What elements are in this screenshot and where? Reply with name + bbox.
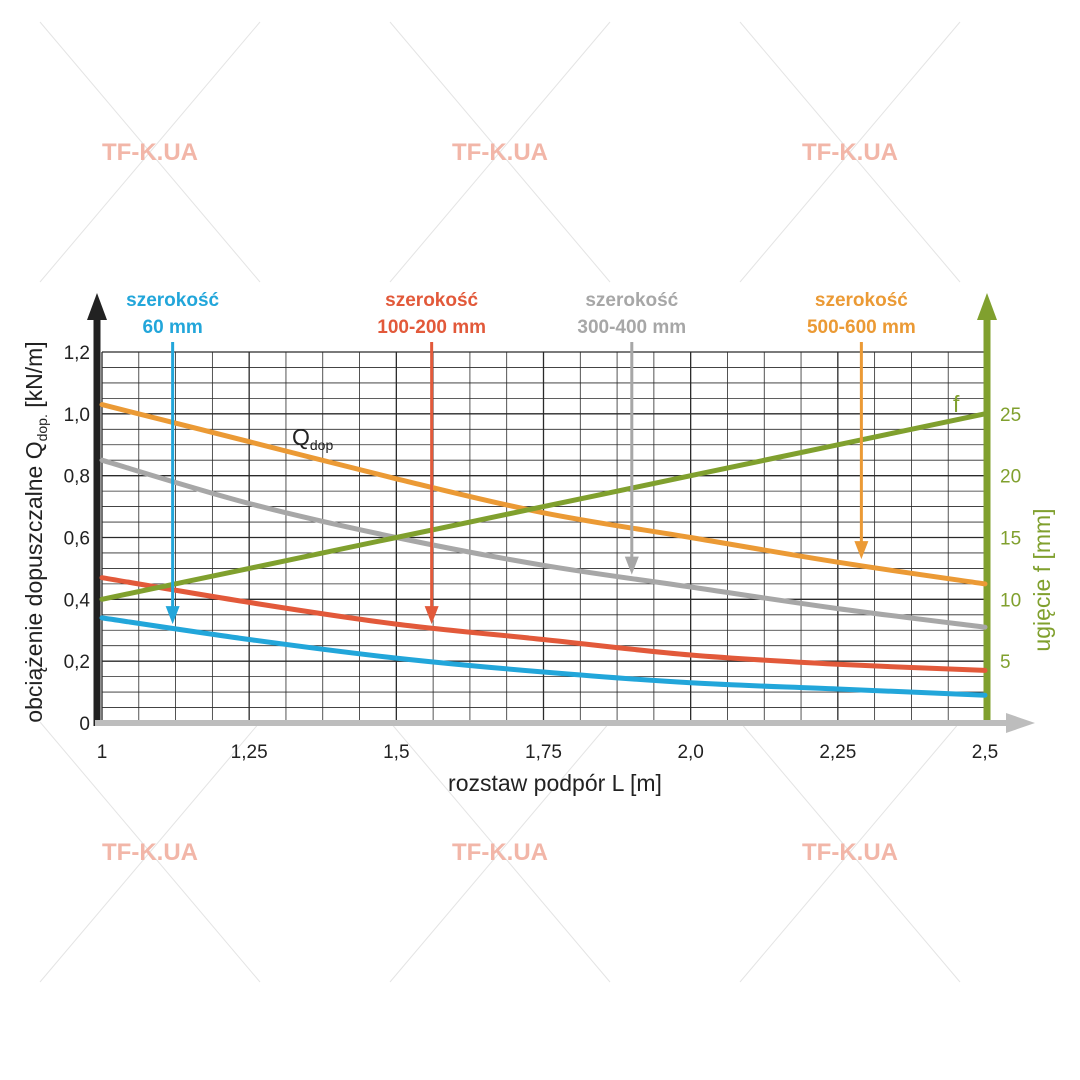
right-axis-arrow (977, 293, 997, 320)
watermark-text: TF-K.UA (802, 839, 898, 866)
x-tick-label: 1,5 (383, 742, 409, 763)
watermark-diagonal (39, 21, 261, 283)
watermark-diagonal (39, 721, 261, 983)
watermark-diagonal (739, 721, 961, 983)
watermark-text: TF-K.UA (452, 839, 548, 866)
y2-tick-label: 5 (1000, 652, 1011, 673)
y-tick-label: 1,2 (64, 343, 90, 364)
y2-tick-label: 10 (1000, 590, 1021, 611)
annotation-title-2: szerokość (585, 290, 678, 311)
series-layer (99, 402, 988, 698)
y2-axis-title: ugięcie f [mm] (1029, 508, 1055, 651)
x-tick-label: 2,5 (972, 742, 998, 763)
annotation-width-2: 300-400 mm (577, 317, 686, 338)
y2-tick-label: 20 (1000, 467, 1021, 488)
y-tick-label: 0,6 (64, 529, 90, 550)
y-tick-label: 0,2 (64, 652, 90, 673)
watermark-text: TF-K.UA (452, 139, 548, 166)
watermark-diagonal (389, 21, 611, 283)
annotation-width-3: 500-600 mm (807, 317, 916, 338)
series-line-f (99, 411, 988, 602)
watermark-text: TF-K.UA (802, 139, 898, 166)
x-tick-label: 2,25 (819, 742, 856, 763)
annotation-arrow-head-3 (854, 541, 869, 560)
watermark-diagonal (389, 721, 611, 983)
left-axis-arrow (87, 293, 107, 320)
y2-tick-label: 15 (1000, 529, 1021, 550)
x-tick-label: 2,0 (677, 742, 703, 763)
annotation-arrow-head-0 (165, 606, 180, 625)
series-line-w500 (99, 402, 988, 587)
series-line-w60 (99, 615, 988, 698)
qdop-curve-label: Qdop (292, 424, 333, 453)
annotation-arrow-head-1 (424, 606, 439, 625)
annotation-width-0: 60 mm (143, 317, 203, 338)
x-tick-label: 1,25 (231, 742, 268, 763)
f-curve-label: f (953, 391, 960, 417)
y-axis-title: obciążenie dopuszczalne Qdop. [kN/m] (21, 341, 50, 722)
bottom-axis-arrow (1006, 713, 1035, 733)
watermark-layer: TF-K.UA TF-K.UA TF-K.UA TF-K.UA TF-K.UA TF-K.… (39, 21, 961, 983)
watermark-diagonal (739, 21, 961, 283)
x-axis-title: rozstaw podpór L [m] (448, 770, 662, 796)
y-tick-label: 1,0 (64, 405, 90, 426)
x-tick-label: 1 (97, 742, 108, 763)
watermark-text: TF-K.UA (102, 839, 198, 866)
x-tick-label: 1,75 (525, 742, 562, 763)
annotation-title-0: szerokość (126, 290, 219, 311)
series-line-w300 (99, 457, 988, 630)
annotation-title-3: szerokość (815, 290, 908, 311)
annotation-width-1: 100-200 mm (377, 317, 486, 338)
y-tick-label: 0,4 (64, 590, 91, 611)
series-line-w100 (99, 575, 988, 673)
axes (87, 293, 1035, 733)
annotation-layer: szerokość 60 mm szerokość 100-200 mm szeroko… (126, 290, 916, 625)
y-tick-label: 0 (79, 714, 90, 735)
watermark-text: TF-K.UA (102, 139, 198, 166)
y-tick-label: 0,8 (64, 467, 90, 488)
y2-tick-label: 25 (1000, 405, 1021, 426)
annotation-title-1: szerokość (385, 290, 478, 311)
annotation-arrow-head-2 (624, 556, 639, 575)
grid (101, 351, 986, 724)
